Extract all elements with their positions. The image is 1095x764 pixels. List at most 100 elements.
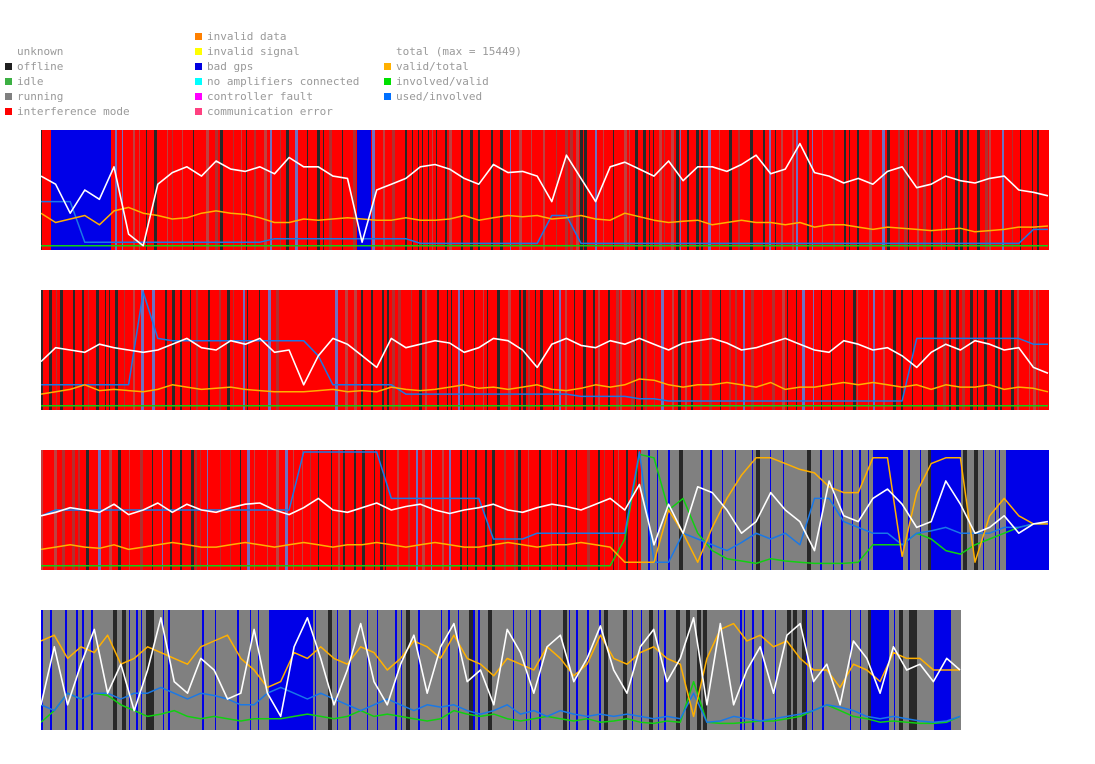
legend-label: invalid signal xyxy=(207,45,300,58)
legend-label: running xyxy=(17,90,64,103)
status-segment xyxy=(372,130,375,250)
legend-label: used/involved xyxy=(396,90,483,103)
status-segment xyxy=(543,130,545,250)
status-segment xyxy=(432,130,433,250)
status-segment xyxy=(917,130,919,250)
status-segment xyxy=(598,450,600,570)
status-segment xyxy=(769,130,771,250)
series-line-valid-total xyxy=(41,206,1049,233)
status-segment xyxy=(109,290,110,410)
status-segment xyxy=(115,290,118,410)
legend-label: communication error xyxy=(207,105,333,118)
status-segment xyxy=(679,450,683,570)
status-segment xyxy=(1002,130,1004,250)
status-segment xyxy=(654,290,655,410)
status-segment xyxy=(949,290,951,410)
status-segment xyxy=(539,450,541,570)
status-segment xyxy=(557,450,558,570)
status-segment xyxy=(41,450,43,570)
status-segment xyxy=(583,290,586,410)
status-segment xyxy=(576,130,579,250)
status-segment xyxy=(812,130,813,250)
status-segment xyxy=(474,290,475,410)
status-segment xyxy=(752,610,754,730)
strip-1 xyxy=(41,130,1049,250)
status-segment xyxy=(920,450,921,570)
status-segment xyxy=(820,450,822,570)
status-segment xyxy=(565,450,567,570)
status-segment xyxy=(793,610,797,730)
legend-item-communication-error: communication error xyxy=(195,104,333,119)
status-segment xyxy=(65,610,67,730)
strip-4 xyxy=(41,610,961,730)
legend-label: no amplifiers connected xyxy=(207,75,360,88)
status-segment xyxy=(632,610,633,730)
status-segment xyxy=(955,130,958,250)
status-segment xyxy=(963,450,967,570)
status-segment xyxy=(995,450,996,570)
status-segment xyxy=(763,130,765,250)
status-segment xyxy=(50,610,52,730)
series-line-valid-total xyxy=(41,378,1049,395)
legend-swatch xyxy=(5,63,12,70)
status-segment xyxy=(82,610,84,730)
status-segment xyxy=(772,290,775,410)
status-segment xyxy=(672,290,674,410)
strip-1-chart xyxy=(41,130,1049,250)
status-segment xyxy=(317,130,320,250)
status-segment xyxy=(671,130,674,250)
status-segment xyxy=(448,610,450,730)
status-segment xyxy=(802,610,806,730)
status-segment xyxy=(720,290,721,410)
status-segment xyxy=(447,290,448,410)
legend-label: valid/total xyxy=(396,60,469,73)
status-segment xyxy=(243,290,245,410)
status-segment xyxy=(576,610,578,730)
status-segment xyxy=(258,610,259,730)
status-segment xyxy=(531,130,532,250)
status-segment xyxy=(497,290,500,410)
status-segment xyxy=(659,130,662,250)
status-block xyxy=(871,610,889,730)
status-segment xyxy=(995,290,998,410)
status-segment xyxy=(857,130,859,250)
legend-item-valid-total: valid/total xyxy=(384,59,469,74)
status-segment xyxy=(931,130,933,250)
legend-swatch xyxy=(195,63,202,70)
status-segment xyxy=(967,130,969,250)
status-segment xyxy=(380,450,383,570)
status-segment xyxy=(899,610,903,730)
status-segment xyxy=(1029,290,1030,410)
status-segment xyxy=(270,130,272,250)
status-segment xyxy=(701,450,703,570)
status-segment xyxy=(1032,130,1033,250)
legend-label: interference mode xyxy=(17,105,130,118)
status-segment xyxy=(922,290,923,410)
legend-swatch xyxy=(5,108,12,115)
status-segment xyxy=(182,130,183,250)
status-segment xyxy=(913,610,917,730)
strip-4-chart xyxy=(41,610,961,730)
status-segment xyxy=(233,290,234,410)
status-segment xyxy=(686,610,690,730)
status-segment xyxy=(977,290,978,410)
status-segment xyxy=(821,290,822,410)
status-segment xyxy=(574,290,575,410)
status-segment xyxy=(342,130,343,250)
series-line-involved-valid xyxy=(41,453,1048,567)
status-segment xyxy=(1037,130,1039,250)
status-segment xyxy=(449,130,452,250)
status-segment xyxy=(463,290,464,410)
legend-label: bad gps xyxy=(207,60,254,73)
status-segment xyxy=(641,290,643,410)
status-segment xyxy=(392,290,395,410)
status-segment xyxy=(478,610,480,730)
status-segment xyxy=(528,290,530,410)
status-segment xyxy=(422,450,425,570)
status-segment xyxy=(697,610,701,730)
status-segment xyxy=(115,130,117,250)
status-segment xyxy=(367,610,368,730)
legend-item-total: total (max = 15449) xyxy=(384,44,522,59)
status-segment xyxy=(180,290,182,410)
status-segment xyxy=(599,610,601,730)
